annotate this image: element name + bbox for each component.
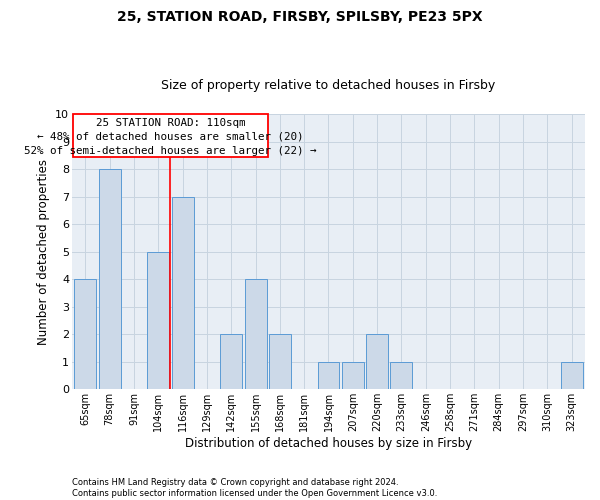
Bar bbox=[342, 362, 364, 390]
Text: 25, STATION ROAD, FIRSBY, SPILSBY, PE23 5PX: 25, STATION ROAD, FIRSBY, SPILSBY, PE23 … bbox=[117, 10, 483, 24]
Title: Size of property relative to detached houses in Firsby: Size of property relative to detached ho… bbox=[161, 79, 496, 92]
Bar bbox=[99, 169, 121, 390]
Bar bbox=[148, 252, 169, 390]
Bar bbox=[366, 334, 388, 390]
Bar bbox=[172, 196, 194, 390]
Bar bbox=[245, 279, 266, 390]
Bar bbox=[269, 334, 291, 390]
Bar bbox=[220, 334, 242, 390]
Bar bbox=[391, 362, 412, 390]
Bar bbox=[560, 362, 583, 390]
Bar bbox=[74, 279, 97, 390]
X-axis label: Distribution of detached houses by size in Firsby: Distribution of detached houses by size … bbox=[185, 437, 472, 450]
Text: 52% of semi-detached houses are larger (22) →: 52% of semi-detached houses are larger (… bbox=[24, 146, 317, 156]
Text: 25 STATION ROAD: 110sqm: 25 STATION ROAD: 110sqm bbox=[96, 118, 245, 128]
Bar bbox=[317, 362, 340, 390]
Y-axis label: Number of detached properties: Number of detached properties bbox=[37, 158, 50, 344]
Bar bbox=[73, 114, 268, 156]
Text: ← 48% of detached houses are smaller (20): ← 48% of detached houses are smaller (20… bbox=[37, 132, 304, 141]
Text: Contains HM Land Registry data © Crown copyright and database right 2024.
Contai: Contains HM Land Registry data © Crown c… bbox=[72, 478, 437, 498]
